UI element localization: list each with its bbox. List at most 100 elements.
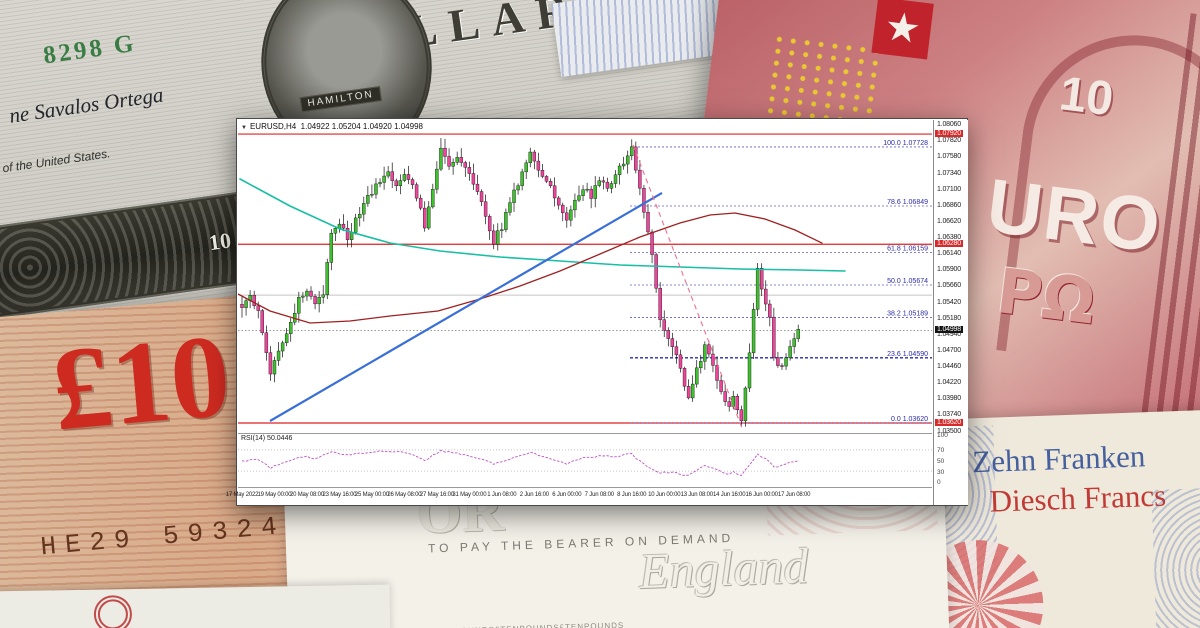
candle-body: [382, 175, 386, 183]
candle-body: [654, 254, 658, 289]
rsi-indicator-pane[interactable]: RSI(14) 50.0446: [238, 433, 932, 488]
mt4-chart-window[interactable]: ▼ EURUSD,H4 1.04922 1.05204 1.04920 1.049…: [226, 118, 968, 506]
chart-title-overlay[interactable]: ▼ EURUSD,H4 1.04922 1.05204 1.04920 1.049…: [241, 122, 423, 131]
rsi-tick-label: 30: [937, 468, 945, 476]
candle-body: [528, 151, 532, 164]
candle-body: [512, 189, 516, 203]
time-axis-label: 19 May 00:00: [257, 492, 292, 498]
candle-body: [735, 396, 740, 410]
candle-body: [345, 227, 350, 240]
candle-body: [536, 160, 541, 171]
price-tick-label: 1.03500: [937, 427, 961, 435]
candle-body: [479, 191, 484, 202]
time-axis-label: 20 May 08:00: [289, 492, 324, 498]
candle-body: [406, 174, 411, 180]
price-tick-label: 1.04460: [937, 363, 961, 371]
candle-body: [455, 157, 459, 163]
chart-expander-icon[interactable]: ▼: [241, 125, 247, 131]
rsi-indicator-label: RSI(14) 50.0446: [241, 435, 293, 442]
candle-body: [573, 199, 577, 211]
fib-level-label: 78.6 1.06849: [887, 199, 928, 206]
candle-body: [414, 184, 419, 199]
candle-body: [747, 352, 752, 389]
time-axis[interactable]: 17 May 2022 19 May 00:00 20 May 08:00 23 Ma…: [226, 490, 932, 505]
candle-body: [422, 207, 427, 229]
candle-body: [755, 268, 760, 310]
candle-body: [487, 216, 492, 232]
pound-denomination: £10: [47, 309, 235, 456]
candle-body: [508, 202, 512, 213]
candle-body: [520, 171, 524, 186]
candle-body: [621, 163, 626, 167]
candle-body: [329, 232, 334, 263]
candle-body: [626, 155, 630, 165]
candle-body: [475, 183, 480, 192]
candle-body: [699, 361, 703, 369]
candle-body: [289, 322, 293, 334]
candle-body: [609, 183, 614, 189]
candle-body: [252, 295, 256, 306]
price-tick-label: 1.03980: [937, 395, 961, 403]
price-tick-label: 1.04220: [937, 379, 961, 387]
candle-body: [796, 329, 800, 339]
candle-body: [650, 231, 654, 255]
candle-body: [727, 401, 731, 407]
candlestick-chart-canvas[interactable]: 0.0 1.03620 23.6 1.04590 38.2 1.05189 50.0 …: [238, 120, 932, 432]
candle-body: [577, 195, 581, 201]
candle-body: [451, 162, 455, 167]
candle-body: [739, 409, 744, 422]
fib-level-label: 100.0 1.07728: [883, 140, 928, 147]
candle-body: [601, 180, 606, 183]
candle-body: [390, 171, 394, 181]
candle-body: [325, 262, 329, 295]
candle-body: [772, 316, 776, 358]
time-axis-label: 8 Jun 16:00: [617, 492, 647, 498]
candle-body: [711, 353, 715, 366]
main-chart-plot[interactable]: ▼ EURUSD,H4 1.04922 1.05204 1.04920 1.049…: [238, 120, 932, 432]
rsi-chart-canvas[interactable]: [238, 434, 932, 487]
price-tick-label: 1.07340: [937, 169, 961, 177]
candle-body: [341, 223, 346, 229]
rsi-line: [241, 449, 799, 477]
bottom-left-banknote-strip: [0, 584, 391, 628]
candle-body: [613, 174, 618, 184]
candle-body: [309, 290, 313, 297]
candle-body: [662, 319, 666, 331]
time-axis-label: 23 May 16:00: [322, 492, 357, 498]
time-axis-label: 1 Jun 08:00: [487, 492, 517, 498]
candle-body: [427, 206, 431, 229]
slow-moving-average: [239, 178, 846, 272]
euro-word-greek: ΡΩ: [992, 254, 1100, 339]
england-script: England: [637, 537, 810, 600]
price-badge: 1.04998: [935, 325, 963, 333]
price-tick-label: 1.06620: [937, 217, 961, 225]
candle-body: [333, 228, 338, 234]
price-tick-label: 1.05900: [937, 266, 961, 274]
time-axis-label: 6 Jun 00:00: [552, 492, 582, 498]
candle-body: [719, 380, 723, 392]
candle-body: [638, 169, 642, 189]
candle-body: [402, 174, 407, 181]
time-axis-label: 16 Jun 00:00: [745, 492, 778, 498]
candle-body: [467, 167, 472, 174]
candle-body: [313, 296, 317, 305]
candle-body: [268, 352, 273, 375]
price-axis[interactable]: 1.08060 1.07820 1.07580 1.07340 1.07100 1.068…: [933, 120, 968, 505]
candle-body: [670, 338, 675, 347]
candle-body: [715, 365, 719, 381]
candle-body: [305, 290, 309, 297]
support-trendline: [269, 192, 663, 422]
candle-body: [317, 297, 321, 305]
candle-body: [353, 217, 358, 233]
candle-body: [617, 165, 622, 175]
candle-body: [244, 300, 248, 308]
swiss-german-text: Zehn Franken: [971, 438, 1146, 480]
candle-body: [686, 386, 691, 399]
candle-body: [569, 209, 573, 221]
fib-level-label: 38.2 1.05189: [887, 311, 928, 318]
price-tick-label: 1.07580: [937, 153, 961, 161]
candle-body: [378, 182, 382, 185]
candle-body: [374, 183, 378, 195]
candle-body: [751, 309, 756, 354]
price-badge: 1.06280: [935, 239, 963, 247]
